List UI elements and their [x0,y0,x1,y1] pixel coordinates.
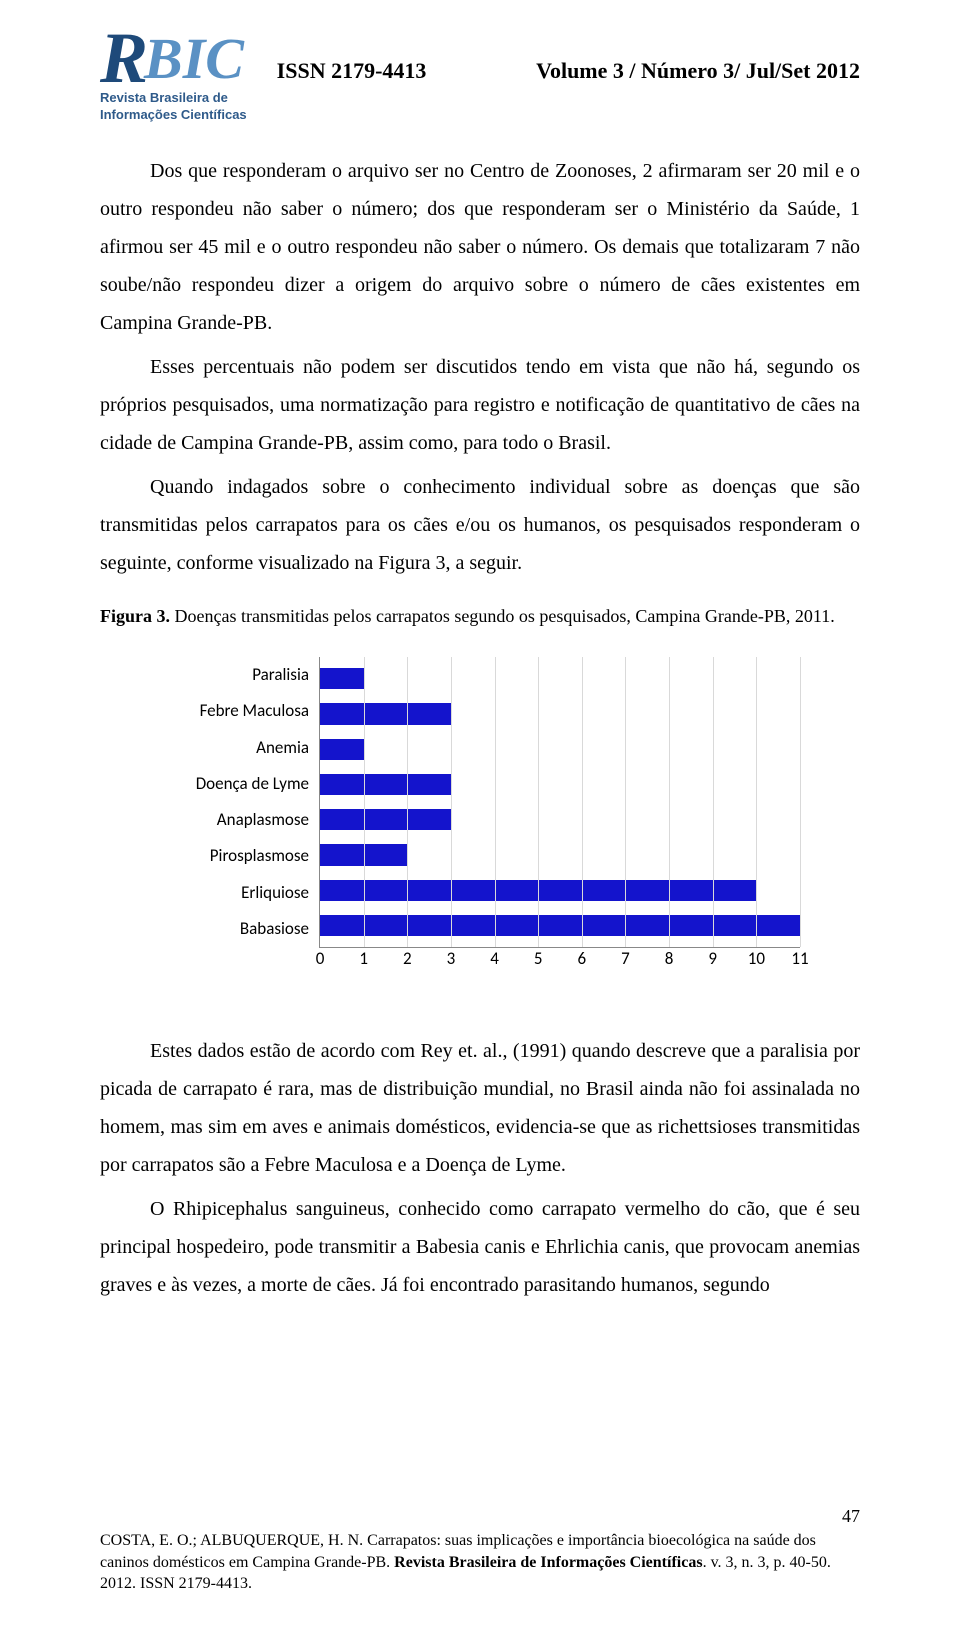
paragraph-1: Dos que responderam o arquivo ser no Cen… [100,152,860,342]
chart-x-tick: 6 [578,948,587,969]
chart-y-labels: ParalisiaFebre MaculosaAnemiaDoença de L… [160,657,319,947]
paragraph-3: Quando indagados sobre o conhecimento in… [100,468,860,582]
chart-gridline [669,657,670,947]
chart-bar [320,915,800,936]
chart-x-tick: 4 [490,948,499,969]
chart-x-tick: 2 [403,948,412,969]
citation-journal: Revista Brasileira de Informações Cientí… [394,1554,702,1571]
volume-text: Volume 3 / Número 3/ Jul/Set 2012 [536,58,860,84]
chart-x-tick: 7 [621,948,630,969]
chart-x-tick: 8 [665,948,674,969]
logo-subtitle-1: Revista Brasileira de [100,90,228,105]
chart-x-tick: 11 [791,948,808,969]
logo-letters-bic: BIC [144,30,244,88]
chart-x-tick: 5 [534,948,543,969]
figure-3-chart: ParalisiaFebre MaculosaAnemiaDoença de L… [160,657,800,972]
chart-gridline [582,657,583,947]
chart-x-tick: 3 [447,948,456,969]
paragraph-4: Estes dados estão de acordo com Rey et. … [100,1032,860,1184]
chart-gridline [625,657,626,947]
chart-x-tick: 10 [748,948,765,969]
paragraph-5: O Rhipicephalus sanguineus, conhecido co… [100,1190,860,1304]
chart-gridline [495,657,496,947]
issn-text: ISSN 2179-4413 [277,58,427,84]
page-number: 47 [100,1504,860,1528]
chart-bar [320,774,451,795]
figure-caption: Figura 3. Doenças transmitidas pelos car… [100,606,860,627]
chart-category-label: Anaplasmose [217,802,309,838]
journal-logo: R BIC Revista Brasileira de Informações … [100,30,247,122]
chart-gridline [407,657,408,947]
chart-category-label: Febre Maculosa [200,693,309,729]
chart-bar [320,703,451,724]
chart-category-label: Babasiose [240,911,309,947]
page-footer: 47 COSTA, E. O.; ALBUQUERQUE, H. N. Carr… [100,1504,860,1595]
chart-plot-area [319,657,800,948]
chart-gridline [800,657,801,947]
logo-subtitle-2: Informações Científicas [100,107,247,122]
chart-gridline [451,657,452,947]
page-header: R BIC Revista Brasileira de Informações … [100,30,860,122]
chart-x-axis: 01234567891011 [320,948,800,972]
chart-category-label: Paralisia [252,657,309,693]
paragraph-2: Esses percentuais não podem ser discutid… [100,348,860,462]
chart-category-label: Doença de Lyme [196,766,309,802]
chart-category-label: Pirosplasmose [210,838,309,874]
figure-label: Figura 3. [100,606,170,626]
chart-gridline [538,657,539,947]
chart-x-tick: 1 [359,948,368,969]
page: R BIC Revista Brasileira de Informações … [0,0,960,1625]
citation: COSTA, E. O.; ALBUQUERQUE, H. N. Carrapa… [100,1530,860,1595]
chart-category-label: Erliquiose [241,875,309,911]
logo-letter-r: R [100,30,148,88]
chart-category-label: Anemia [256,730,309,766]
chart-bars [320,657,800,947]
chart-bar [320,809,451,830]
chart-gridline [756,657,757,947]
figure-caption-text: Doenças transmitidas pelos carrapatos se… [170,606,835,626]
chart-bar [320,668,364,689]
chart-x-tick: 9 [708,948,717,969]
chart-gridline [713,657,714,947]
chart-x-tick: 0 [316,948,325,969]
chart-bar [320,739,364,760]
chart-gridline [364,657,365,947]
